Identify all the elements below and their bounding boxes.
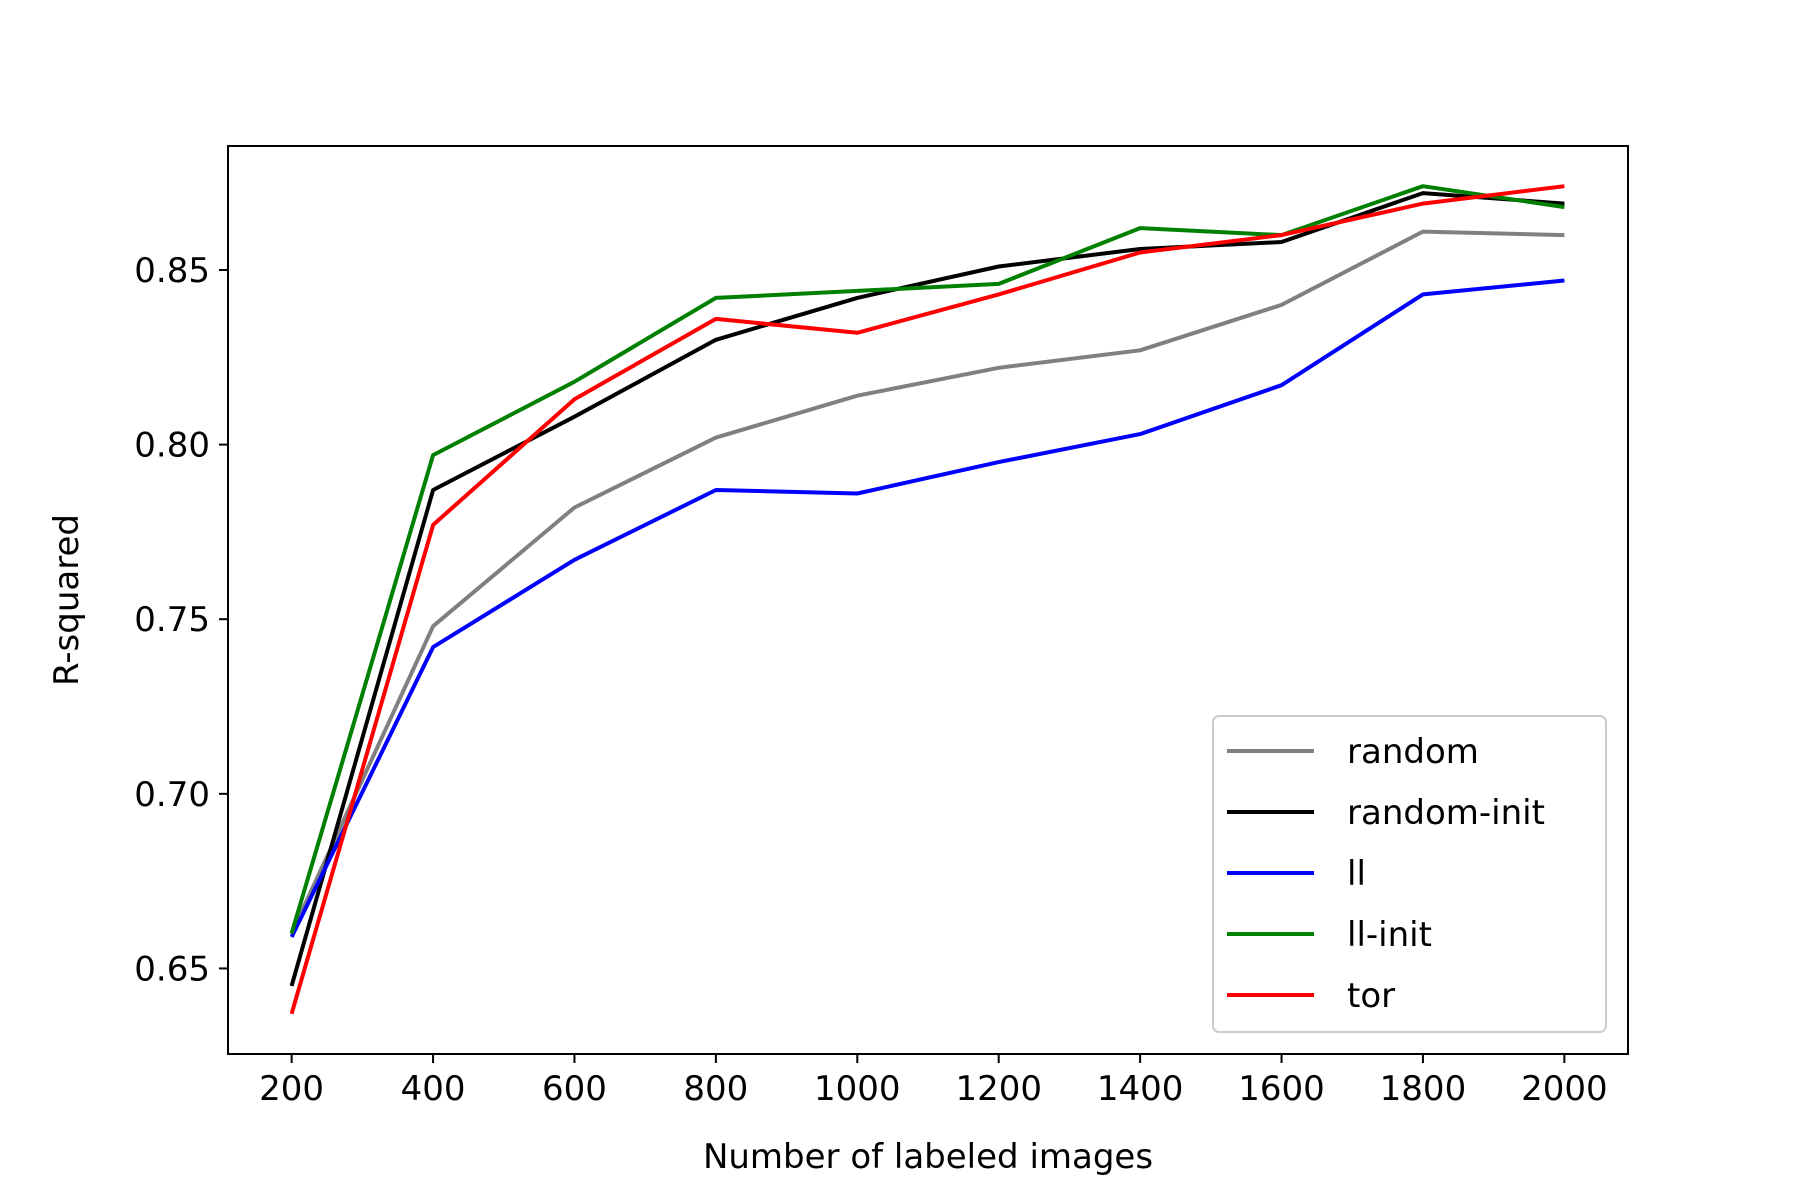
- legend-box: [1212, 715, 1607, 1033]
- y-tick-label: 0.80: [134, 426, 210, 466]
- x-axis-title: Number of labeled images: [703, 1137, 1153, 1177]
- x-tick-label: 1000: [814, 1069, 901, 1109]
- y-axis-title: R-squared: [47, 514, 87, 686]
- legend-label-random-init: random-init: [1347, 793, 1545, 833]
- y-axis: 0.65 0.70 0.75 0.80 0.85: [134, 251, 228, 989]
- series-line-random: [289, 229, 1565, 935]
- plot-frame: [227, 145, 1629, 1055]
- x-axis: 200 400 600 800 1000 1200 1400 1600 1800 2000: [259, 1054, 1608, 1109]
- legend-label-ll-init: ll-init: [1347, 915, 1432, 955]
- legend-label-tor: tor: [1347, 976, 1395, 1016]
- y-tick-label: 0.65: [134, 949, 210, 989]
- y-tick-label: 0.85: [134, 251, 210, 291]
- x-tick-label: 400: [401, 1069, 466, 1109]
- y-tick-label: 0.70: [134, 775, 210, 815]
- legend: random random-init ll ll-init tor: [1212, 715, 1607, 1033]
- x-tick-label: 2000: [1521, 1069, 1608, 1109]
- x-tick-label: 600: [542, 1069, 607, 1109]
- x-tick-label: 200: [259, 1069, 324, 1109]
- series-line-tor: [289, 184, 1565, 1015]
- x-tick-label: 1800: [1380, 1069, 1467, 1109]
- x-tick-label: 1600: [1238, 1069, 1325, 1109]
- series-layer: [289, 184, 1565, 1015]
- x-tick-label: 800: [683, 1069, 748, 1109]
- x-tick-label: 1400: [1097, 1069, 1184, 1109]
- y-tick-label: 0.75: [134, 600, 210, 640]
- series-line-ll-init: [289, 184, 1565, 935]
- legend-label-ll: ll: [1347, 854, 1366, 894]
- series-line-ll: [289, 278, 1565, 938]
- legend-label-random: random: [1347, 732, 1479, 772]
- x-tick-label: 1200: [955, 1069, 1042, 1109]
